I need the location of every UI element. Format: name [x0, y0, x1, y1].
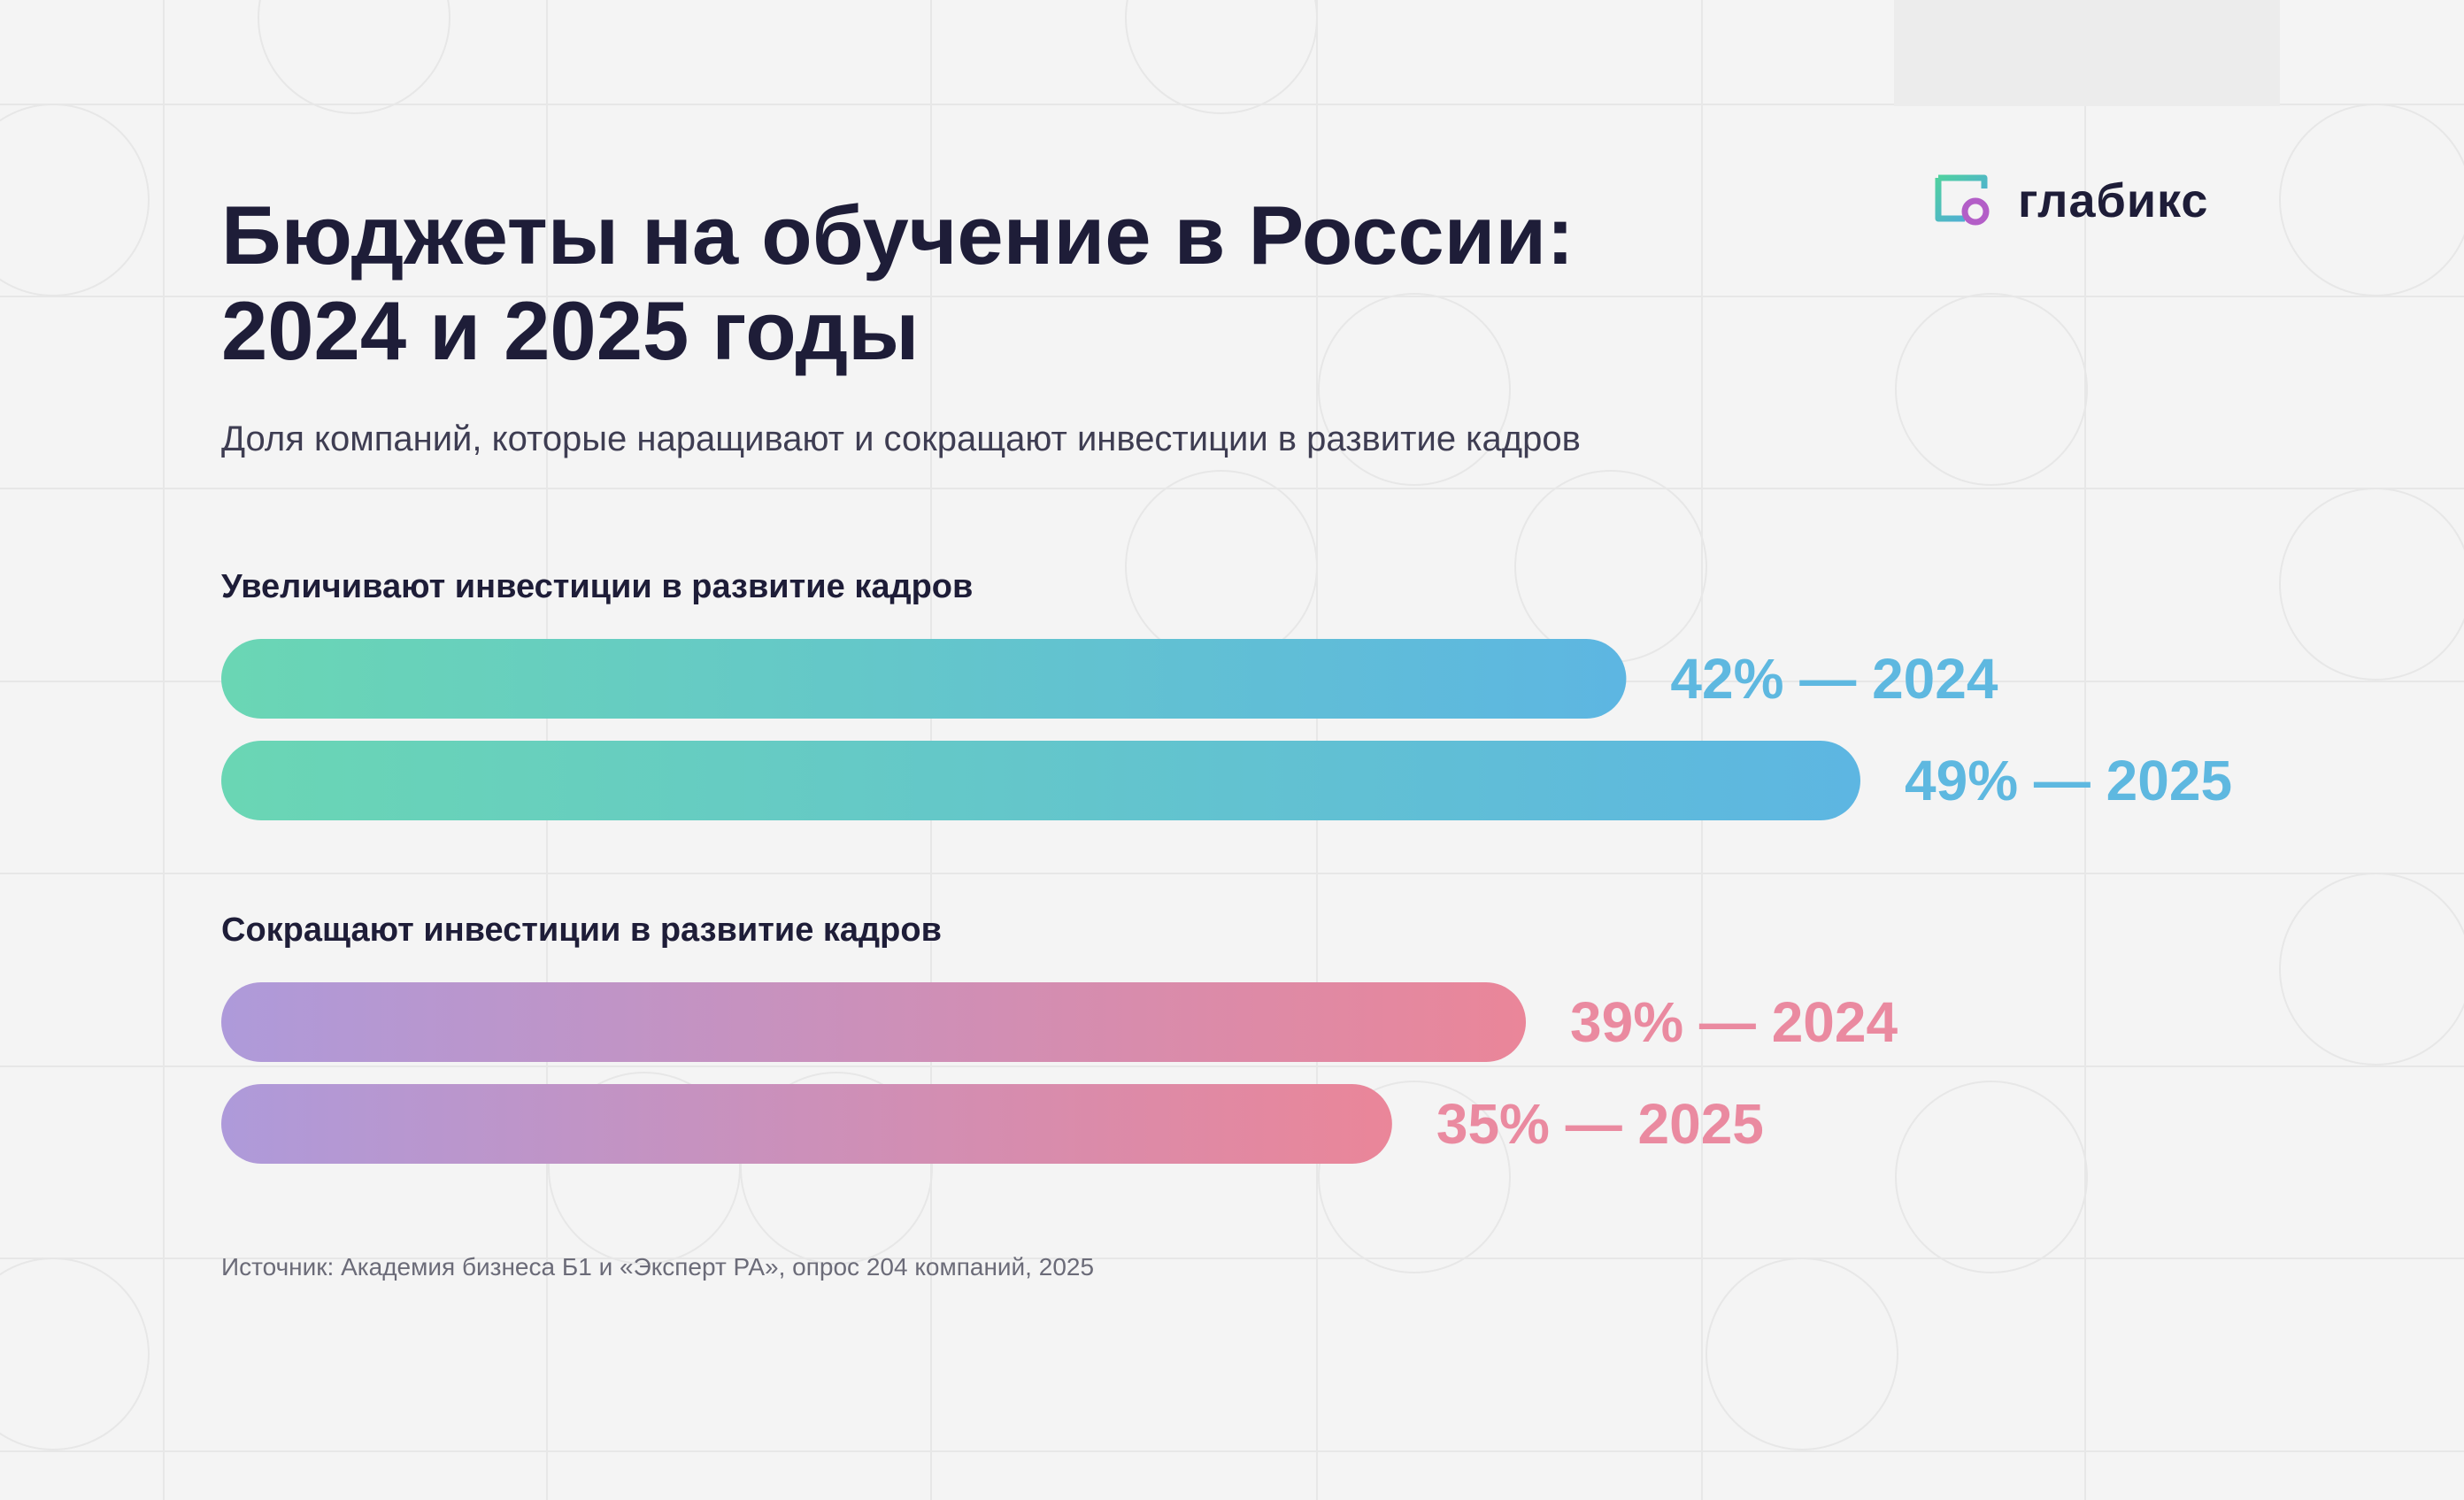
bar-decrease-2024 — [221, 982, 1527, 1062]
bar-label-decrease-2025: 35% — 2025 — [1436, 1092, 1764, 1156]
brand-logo: глабикс — [1935, 173, 2208, 228]
bar-label-decrease-2024: 39% — 2024 — [1570, 990, 1898, 1054]
bar-label-increase-2025: 49% — 2025 — [1905, 749, 2232, 812]
title-line-1: Бюджеты на обучение в России: — [221, 188, 1575, 281]
source-note: Источник: Академия бизнеса Б1 и «Эксперт… — [221, 1253, 1095, 1281]
corner-decoration — [1894, 0, 2280, 106]
bar-label-increase-2024: 42% — 2024 — [1670, 647, 1998, 711]
bar-increase-2024 — [221, 639, 1627, 719]
bar-increase-2025 — [221, 741, 1860, 820]
brand-name: глабикс — [2018, 174, 2209, 227]
title-line-2: 2024 и 2025 годы — [221, 284, 920, 377]
bar-decrease-2025 — [221, 1084, 1392, 1164]
glabiks-logo-icon — [1935, 174, 1991, 227]
page-title: Бюджеты на обучение в России: 2024 и 202… — [221, 188, 1575, 379]
page-subtitle: Доля компаний, которые наращивают и сокр… — [221, 419, 1581, 458]
group-title-increase: Увеличивают инвестиции в развитие кадров — [221, 568, 974, 605]
group-title-decrease: Сокращают инвестиции в развитие кадров — [221, 912, 942, 949]
